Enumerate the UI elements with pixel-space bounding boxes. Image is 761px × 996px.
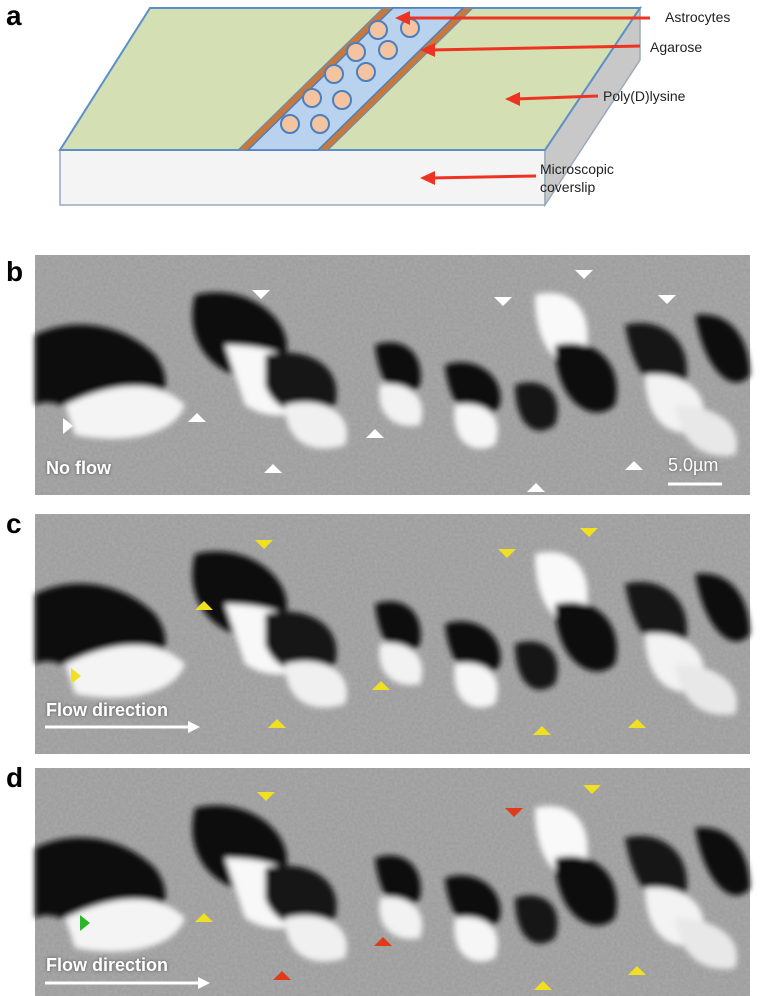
caption: Flow direction [46,955,169,975]
annotation: Agarose [650,39,703,55]
micrograph [35,255,750,495]
coverslip-diagram [58,5,650,208]
annotation: Microscopic coverslip [540,161,614,195]
panel-label: a [6,0,22,31]
caption: Flow direction [46,700,169,720]
annotation: Poly(D)lysine [603,88,686,104]
panel-label: d [6,762,24,793]
panel-label: b [6,256,24,287]
caption: No flow [46,458,111,478]
panel-label: c [6,508,22,539]
scale-bar-label: 5.0µm [668,455,719,475]
arrowheads [63,270,676,990]
annotation: Astrocytes [665,9,731,25]
flow-arrows [45,482,722,989]
